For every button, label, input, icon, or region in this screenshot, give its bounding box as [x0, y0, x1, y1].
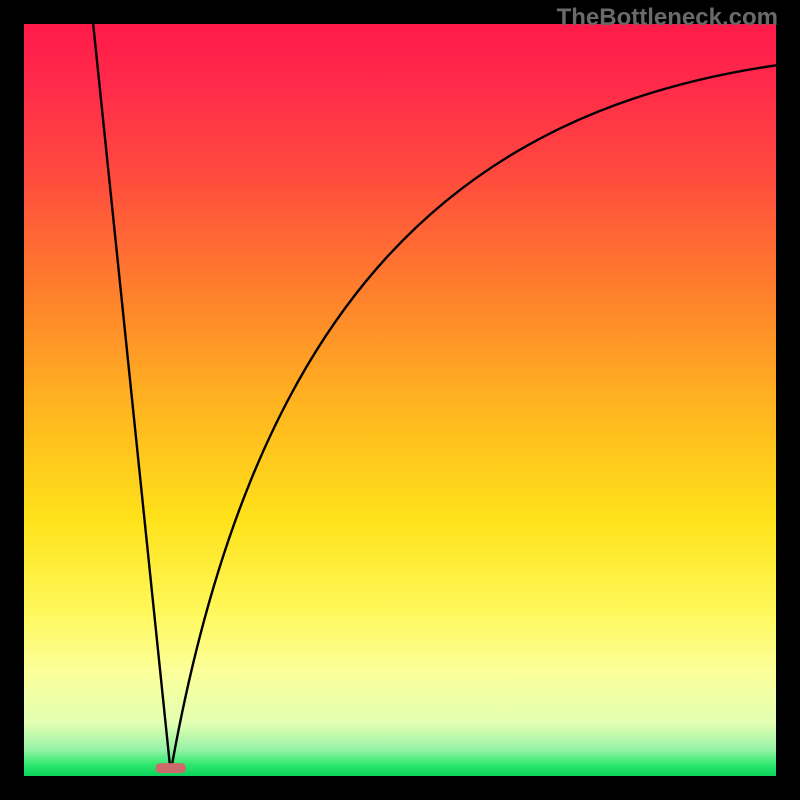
- watermark-text: TheBottleneck.com: [557, 4, 778, 32]
- vertex-marker: [155, 764, 187, 774]
- bottleneck-curve: [24, 24, 776, 776]
- curve-path: [93, 24, 776, 772]
- chart-container: TheBottleneck.com: [0, 0, 800, 800]
- plot-area: [24, 24, 776, 776]
